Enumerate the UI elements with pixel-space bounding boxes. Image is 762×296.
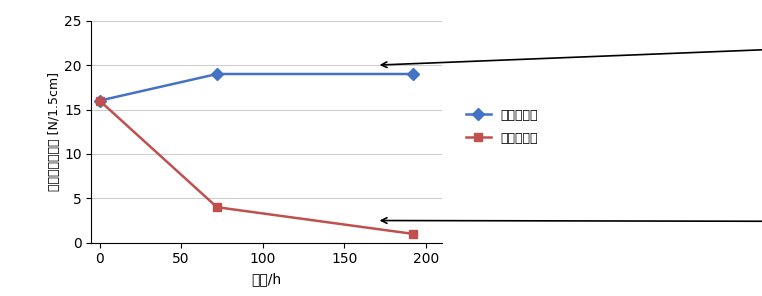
X-axis label: 時間/h: 時間/h — [251, 272, 282, 286]
Line: 開發インキ: 開發インキ — [95, 70, 417, 105]
開發インキ — [408, 72, 417, 76]
従来インキ — [408, 232, 417, 236]
開發インキ — [95, 99, 104, 102]
従来インキ — [213, 205, 222, 209]
開發インキ — [213, 72, 222, 76]
Text: 強度保持: 強度保持 — [382, 28, 762, 67]
Legend: 開發インキ, 従来インキ: 開發インキ, 従来インキ — [466, 109, 538, 145]
Y-axis label: ラミネート強度 [N/1.5cm]: ラミネート強度 [N/1.5cm] — [48, 72, 61, 191]
Text: 強度低下（凝集破壊）: 強度低下（凝集破壊） — [382, 215, 762, 229]
従来インキ — [95, 99, 104, 102]
Line: 従来インキ: 従来インキ — [95, 96, 417, 238]
